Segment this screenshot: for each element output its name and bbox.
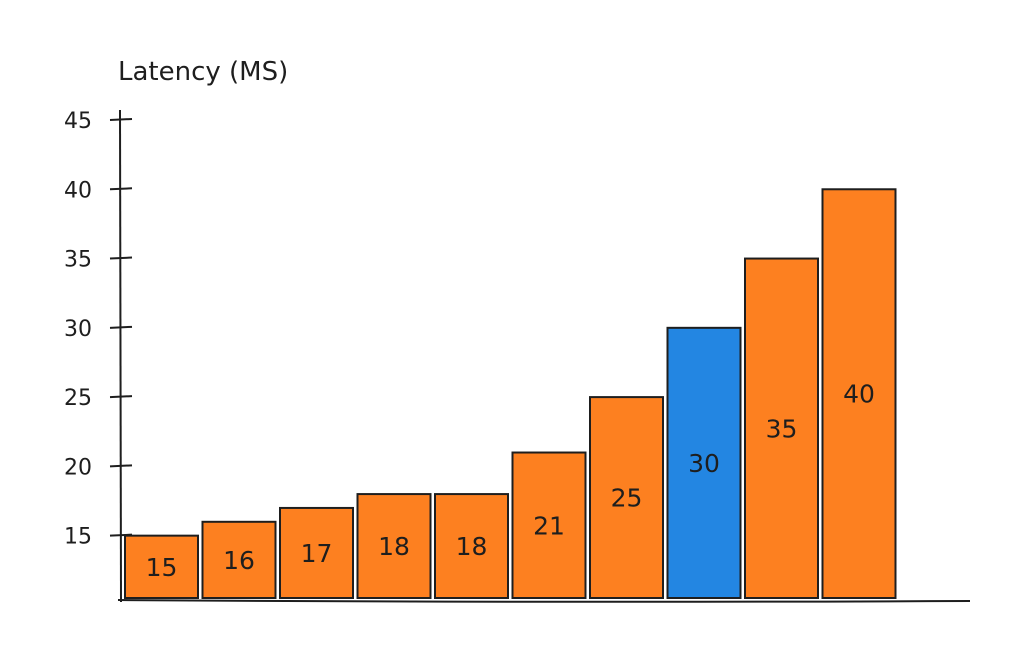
bar-value-label: 15 xyxy=(146,553,178,582)
bar-value-label: 40 xyxy=(843,380,875,409)
bar-value-label: 25 xyxy=(611,484,643,513)
y-tick-label: 25 xyxy=(64,386,92,411)
y-axis-line xyxy=(119,109,122,603)
axes xyxy=(117,109,971,603)
y-tick-label: 30 xyxy=(64,317,92,342)
bar xyxy=(434,493,509,599)
bar-value-label: 18 xyxy=(378,532,410,561)
bar xyxy=(589,396,664,599)
bar-value-label: 21 xyxy=(533,511,565,540)
bar xyxy=(279,506,354,599)
y-tick-label: 15 xyxy=(64,525,92,550)
y-tick-mark xyxy=(109,118,133,121)
y-tick-label: 20 xyxy=(64,455,92,480)
y-tick-label: 40 xyxy=(64,178,92,203)
bar xyxy=(666,326,742,599)
bar xyxy=(201,520,277,600)
bar-value-label: 16 xyxy=(223,546,255,575)
bar-value-label: 30 xyxy=(688,449,720,478)
y-tick-mark xyxy=(109,187,133,191)
y-tick-label: 45 xyxy=(64,109,92,134)
bar-value-label: 17 xyxy=(301,539,333,568)
y-tick-label: 35 xyxy=(64,248,92,273)
bar xyxy=(124,534,199,599)
y-tick-mark xyxy=(109,395,133,399)
y-tick-mark xyxy=(109,325,133,329)
bars xyxy=(124,188,897,600)
y-tick-mark xyxy=(109,256,133,260)
bar-value-label: 35 xyxy=(766,414,798,443)
y-axis-ticks: 15 20 25 30 35 40 45 xyxy=(64,109,133,550)
bar-value-label: 18 xyxy=(456,532,488,561)
bar xyxy=(821,188,897,599)
bar xyxy=(356,493,432,599)
bar xyxy=(511,451,587,599)
y-tick-mark xyxy=(109,464,133,468)
bar xyxy=(744,257,819,599)
x-axis-line xyxy=(117,599,971,603)
bar-labels: 15 16 17 18 18 21 25 30 35 40 xyxy=(146,380,875,582)
y-axis-label: Latency (MS) xyxy=(118,57,288,87)
